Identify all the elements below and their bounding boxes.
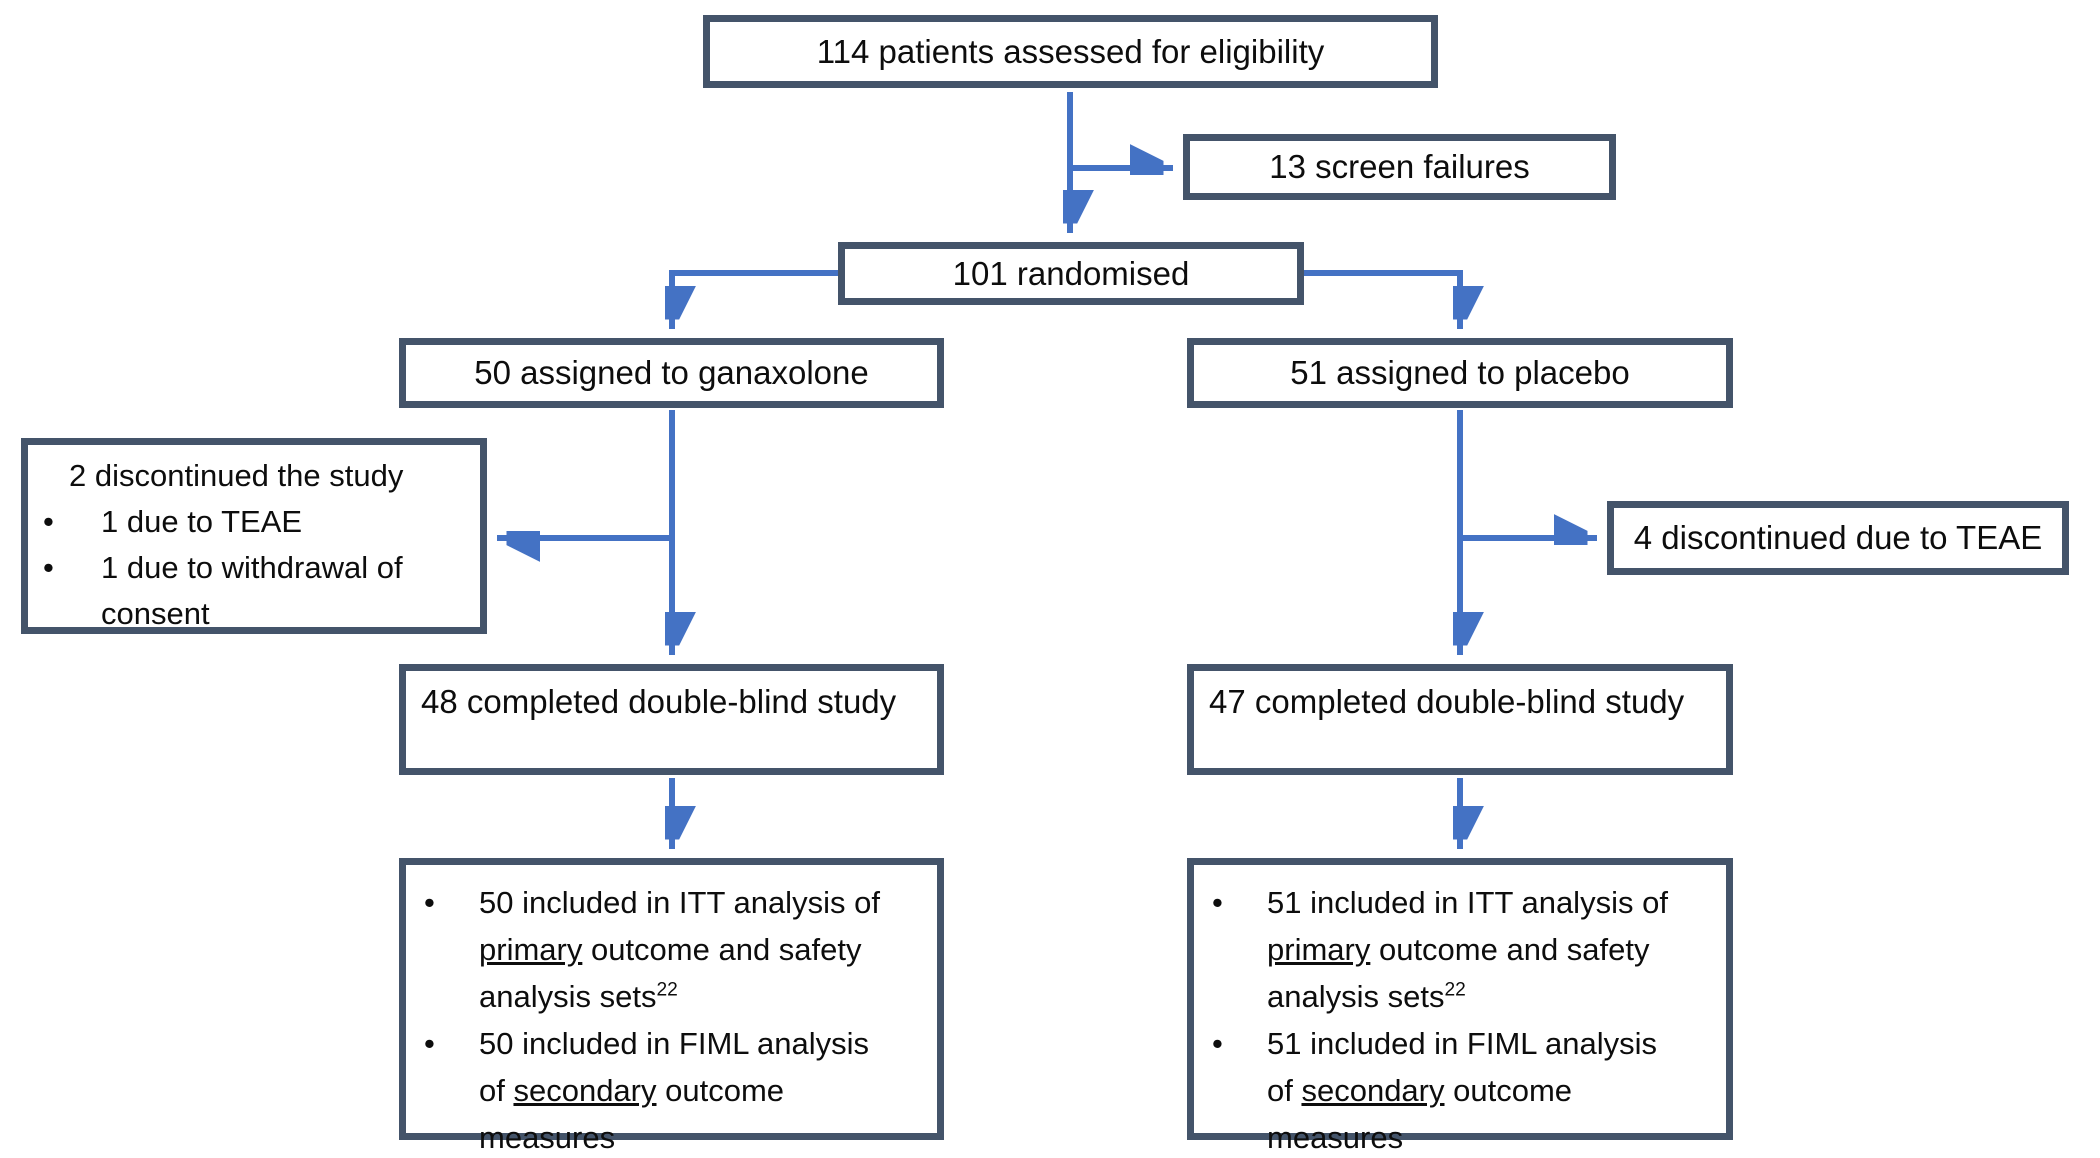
assigned-placebo-box: 51 assigned to placebo <box>1187 338 1733 408</box>
analysis-placebo-box: • 51 included in ITT analysis of primary … <box>1187 858 1733 1155</box>
bullet-icon: • <box>43 550 54 585</box>
discontinued-placebo-box: 4 discontinued due to TEAE <box>1607 501 2069 575</box>
list-item: • 50 included in ITT analysis of primary … <box>406 879 937 1020</box>
randomised-box: 101 randomised <box>838 242 1304 305</box>
bullet-icon: • <box>424 1026 435 1061</box>
assigned-placebo-label: 51 assigned to placebo <box>1290 354 1630 392</box>
bullet-icon: • <box>1212 1026 1223 1061</box>
assigned-ganaxolone-label: 50 assigned to ganaxolone <box>474 354 869 392</box>
list-item-text: 51 included in FIML analysis of secondary… <box>1267 1026 1657 1155</box>
bullet-icon: • <box>424 885 435 920</box>
list-item-text: 50 included in ITT analysis of primary ou… <box>479 885 880 1014</box>
screen-failures-box: 13 screen failures <box>1183 134 1616 200</box>
list-item-text: 51 included in ITT analysis of primary ou… <box>1267 885 1668 1014</box>
discontinued-ganaxolone-box: 2 discontinued the study • 1 due to TEAE… <box>21 438 487 634</box>
analysis-ganaxolone-box: • 50 included in ITT analysis of primary … <box>399 858 944 1155</box>
randomised-label: 101 randomised <box>952 254 1190 292</box>
list-item: • 1 due to withdrawal of consent <box>28 545 480 637</box>
list-item: • 51 included in FIML analysis of seconda… <box>1194 1020 1726 1158</box>
discontinued-placebo-label: 4 discontinued due to TEAE <box>1633 519 2043 557</box>
list-item-text: 50 included in FIML analysis of secondary… <box>479 1026 869 1155</box>
completed-ganaxolone-label: 48 completed double-blind study <box>421 683 897 720</box>
assigned-ganaxolone-box: 50 assigned to ganaxolone <box>399 338 944 408</box>
completed-placebo-label: 47 completed double-blind study <box>1209 683 1685 720</box>
list-item: • 51 included in ITT analysis of primary … <box>1194 879 1726 1020</box>
connector-randomised-to-ganaxolone <box>672 270 838 329</box>
eligibility-label: 114 patients assessed for eligibility <box>816 32 1325 70</box>
bullet-icon: • <box>1212 885 1223 920</box>
bullet-icon: • <box>43 504 54 539</box>
discontinued-ganaxolone-heading: 2 discontinued the study <box>69 458 404 493</box>
connector-randomised-to-placebo <box>1304 270 1460 329</box>
list-item-text: 1 due to withdrawal of consent <box>101 550 403 631</box>
completed-placebo-box: 47 completed double-blind study <box>1187 664 1733 775</box>
list-item-text: 1 due to TEAE <box>101 504 303 539</box>
screen-failures-label: 13 screen failures <box>1269 148 1530 186</box>
completed-ganaxolone-box: 48 completed double-blind study <box>399 664 944 775</box>
list-item: • 1 due to TEAE <box>28 499 480 545</box>
eligibility-box: 114 patients assessed for eligibility <box>703 15 1438 88</box>
list-item: • 50 included in FIML analysis of seconda… <box>406 1020 937 1158</box>
